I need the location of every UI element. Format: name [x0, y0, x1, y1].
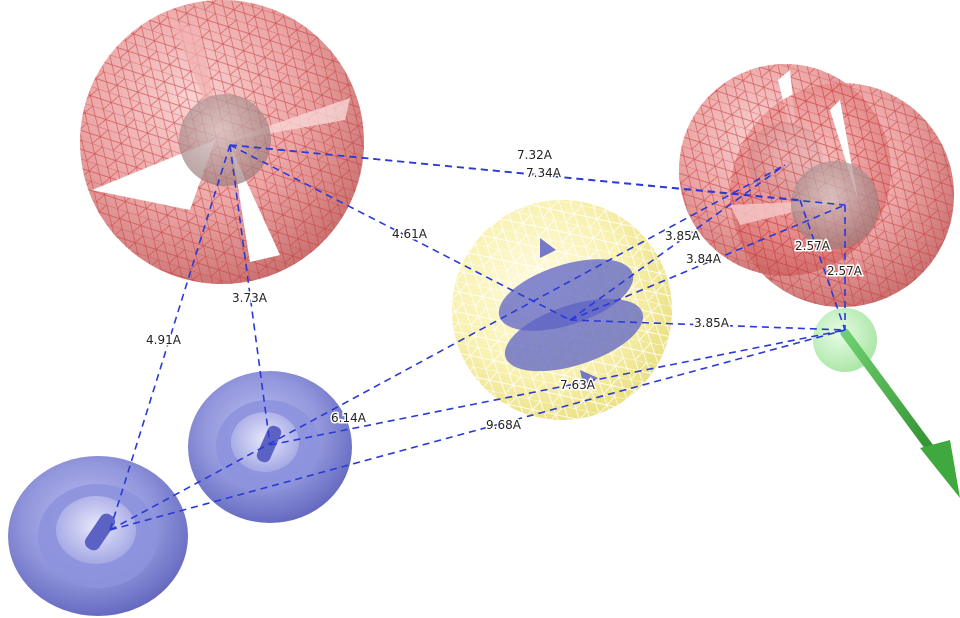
distance-label: 3.85A [694, 316, 730, 330]
distance-label: 7.63A [560, 378, 596, 392]
distance-label: 4.91A [146, 333, 182, 347]
acceptor-sphere-3-core [791, 161, 879, 249]
distance-label: 4.61A [392, 227, 428, 241]
direction-arrow [840, 328, 960, 498]
distance-line-4 [569, 164, 786, 321]
distance-label: 7.34A [526, 166, 562, 180]
distance-line-13 [109, 164, 786, 531]
distance-label: 7.32A [517, 148, 553, 162]
distance-labels: 7.32A 7.34A 4.61A 3.85A 3.84A 2.57A 2.57… [145, 147, 865, 434]
distance-label: 2.57A [795, 239, 831, 253]
acceptor-sphere-1[interactable] [80, 0, 370, 290]
distance-line-10 [109, 144, 231, 531]
distance-label: 3.85A [665, 229, 701, 243]
acceptor-sphere-3[interactable] [725, 80, 960, 315]
donor-torus-1[interactable] [188, 371, 352, 523]
distance-label: 2.57A [827, 264, 863, 278]
distance-line-6 [799, 199, 846, 331]
acceptor-sphere-1-core [179, 94, 271, 186]
distance-line-3 [229, 144, 571, 321]
distance-label: 6.14A [331, 411, 367, 425]
distance-line-9 [229, 144, 271, 446]
distance-label: 3.84A [686, 252, 722, 266]
distance-label: 3.73A [232, 291, 268, 305]
distance-line-11 [109, 329, 846, 531]
donor-torus-2-stick [84, 513, 116, 551]
direction-arrow-head [920, 440, 960, 498]
aromatic-ring-disc-bottom [504, 298, 644, 372]
distance-line-8 [569, 319, 846, 331]
donor-torus-2[interactable] [8, 456, 188, 616]
direction-arrow-shaft [840, 328, 940, 460]
distance-lines [109, 144, 846, 531]
distance-label: 9.68A [486, 418, 522, 432]
distance-line-5 [569, 204, 846, 321]
distance-line-12 [269, 329, 846, 446]
